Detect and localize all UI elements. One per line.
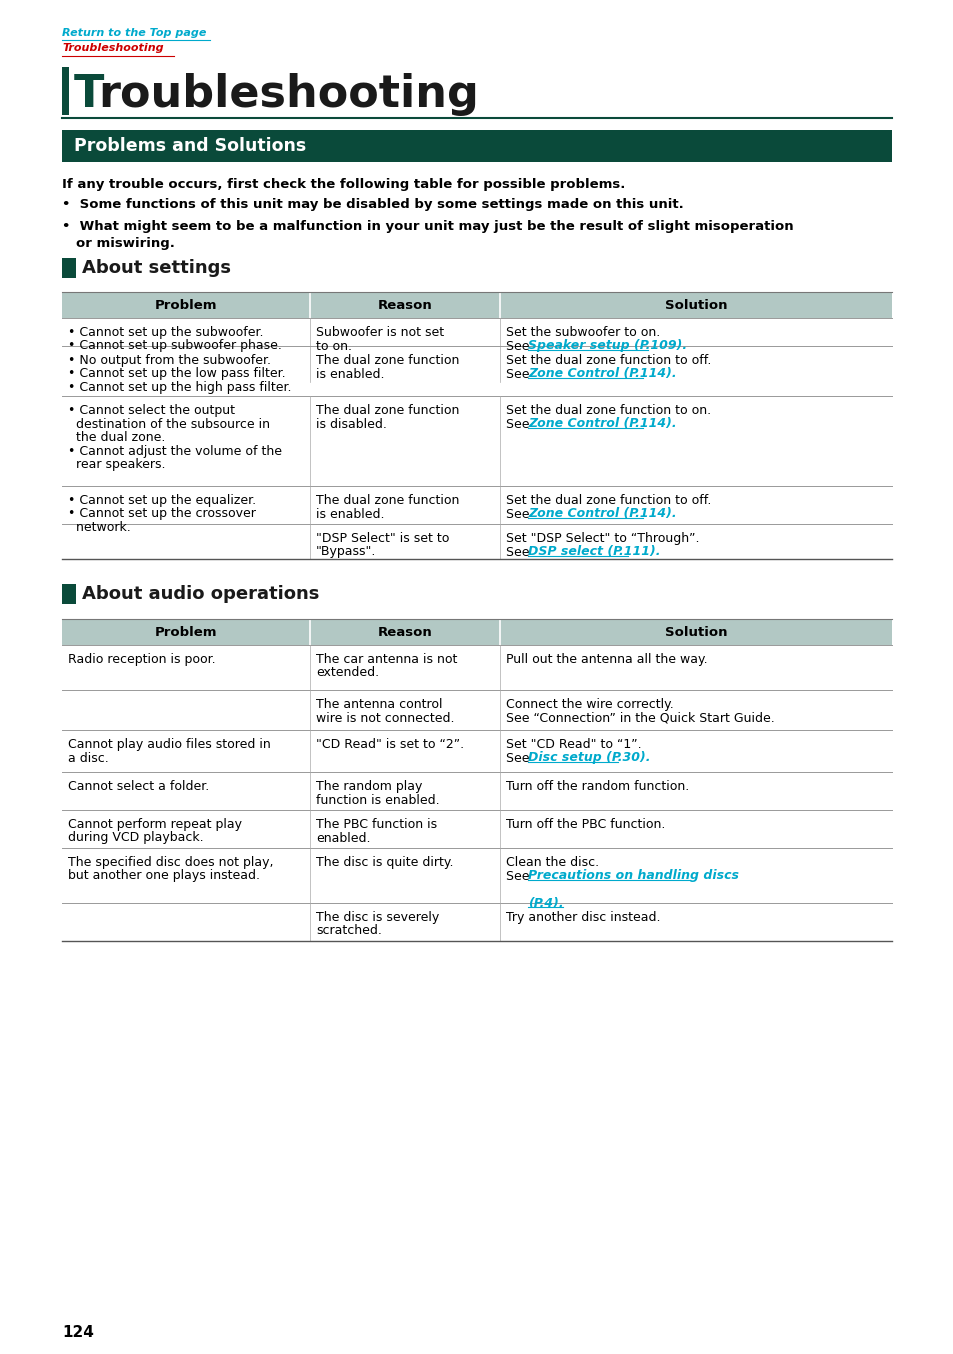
Text: Clean the disc.: Clean the disc. [505,856,598,869]
Text: enabled.: enabled. [315,831,370,845]
Text: is enabled.: is enabled. [315,367,384,380]
Text: Subwoofer is not set: Subwoofer is not set [315,326,444,338]
Text: (P.4).: (P.4). [527,896,563,910]
Text: Set the dual zone function to off.: Set the dual zone function to off. [505,353,711,367]
Text: The disc is severely: The disc is severely [315,911,438,923]
Text: See “Connection” in the Quick Start Guide.: See “Connection” in the Quick Start Guid… [505,711,774,724]
Text: • Cannot set up the high pass filter.: • Cannot set up the high pass filter. [68,380,292,394]
Text: "DSP Select" is set to: "DSP Select" is set to [315,532,449,546]
Text: •  Some functions of this unit may be disabled by some settings made on this uni: • Some functions of this unit may be dis… [62,198,683,211]
Text: The specified disc does not play,: The specified disc does not play, [68,856,274,869]
Text: The dual zone function: The dual zone function [315,494,459,506]
Text: Set the dual zone function to off.: Set the dual zone function to off. [505,494,711,506]
Text: Troubleshooting: Troubleshooting [62,43,164,53]
Text: See: See [505,367,533,380]
Text: Solution: Solution [664,299,726,311]
Text: "CD Read" is set to “2”.: "CD Read" is set to “2”. [315,738,464,751]
Text: Speaker setup (P.109).: Speaker setup (P.109). [527,340,686,352]
Text: Turn off the random function.: Turn off the random function. [505,780,688,793]
Text: rear speakers.: rear speakers. [68,458,165,471]
Text: If any trouble occurs, first check the following table for possible problems.: If any trouble occurs, first check the f… [62,177,625,191]
Text: The PBC function is: The PBC function is [315,818,436,831]
Text: a disc.: a disc. [68,751,109,765]
Text: See: See [505,869,533,883]
Text: • Cannot set up subwoofer phase.: • Cannot set up subwoofer phase. [68,340,281,352]
Text: Set "CD Read" to “1”.: Set "CD Read" to “1”. [505,738,641,751]
Text: The disc is quite dirty.: The disc is quite dirty. [315,856,453,869]
Text: roubleshooting: roubleshooting [98,73,478,116]
Text: See: See [505,751,533,765]
Text: The antenna control: The antenna control [315,699,442,711]
Text: T: T [74,73,104,116]
Text: The dual zone function: The dual zone function [315,353,459,367]
Text: Cannot play audio files stored in: Cannot play audio files stored in [68,738,271,751]
Bar [62,292,891,318]
Text: 124: 124 [62,1326,93,1340]
Text: the dual zone.: the dual zone. [68,431,165,444]
Text: Zone Control (P.114).: Zone Control (P.114). [527,417,676,431]
Text: during VCD playback.: during VCD playback. [68,831,203,845]
Text: • Cannot adjust the volume of the: • Cannot adjust the volume of the [68,444,282,458]
Text: DSP select (P.111).: DSP select (P.111). [527,546,659,558]
Text: "Bypass".: "Bypass". [315,546,376,558]
Text: Try another disc instead.: Try another disc instead. [505,911,659,923]
Text: About settings: About settings [82,259,231,278]
Text: network.: network. [68,521,131,533]
Text: destination of the subsource in: destination of the subsource in [68,417,270,431]
Text: Set the dual zone function to on.: Set the dual zone function to on. [505,403,710,417]
Text: Zone Control (P.114).: Zone Control (P.114). [527,508,676,520]
Text: Pull out the antenna all the way.: Pull out the antenna all the way. [505,653,707,666]
Text: function is enabled.: function is enabled. [315,793,439,807]
Text: Problem: Problem [154,299,217,311]
Text: Disc setup (P.30).: Disc setup (P.30). [527,751,650,765]
Text: is disabled.: is disabled. [315,417,387,431]
Text: See: See [505,340,533,352]
Text: extended.: extended. [315,666,378,680]
Text: • No output from the subwoofer.: • No output from the subwoofer. [68,353,271,367]
Text: Problem: Problem [154,626,217,639]
Text: Problems and Solutions: Problems and Solutions [74,137,306,154]
Text: scratched.: scratched. [315,925,381,937]
Bar [62,619,891,645]
Text: wire is not connected.: wire is not connected. [315,711,454,724]
Text: Precautions on handling discs: Precautions on handling discs [527,869,739,883]
Text: Reason: Reason [377,626,432,639]
Text: • Cannot select the output: • Cannot select the output [68,403,234,417]
Text: • Cannot set up the equalizer.: • Cannot set up the equalizer. [68,494,255,506]
Text: Cannot select a folder.: Cannot select a folder. [68,780,209,793]
Text: The dual zone function: The dual zone function [315,403,459,417]
Text: Set the subwoofer to on.: Set the subwoofer to on. [505,326,659,338]
Bar [62,66,69,115]
Text: Turn off the PBC function.: Turn off the PBC function. [505,818,664,831]
Text: See: See [505,417,533,431]
Text: See: See [505,508,533,520]
Text: Radio reception is poor.: Radio reception is poor. [68,653,215,666]
Text: Zone Control (P.114).: Zone Control (P.114). [527,367,676,380]
Text: See: See [505,546,533,558]
Text: Reason: Reason [377,299,432,311]
Text: Return to the Top page: Return to the Top page [62,28,206,38]
Text: Solution: Solution [664,626,726,639]
Text: Set "DSP Select" to “Through”.: Set "DSP Select" to “Through”. [505,532,699,546]
Text: or miswiring.: or miswiring. [76,237,174,250]
Bar [62,259,76,278]
Text: •  What might seem to be a malfunction in your unit may just be the result of sl: • What might seem to be a malfunction in… [62,219,793,233]
Text: Cannot perform repeat play: Cannot perform repeat play [68,818,242,831]
Text: The random play: The random play [315,780,422,793]
Text: The car antenna is not: The car antenna is not [315,653,456,666]
Text: is enabled.: is enabled. [315,508,384,520]
Text: to on.: to on. [315,340,352,352]
Bar [62,130,891,162]
Text: About audio operations: About audio operations [82,585,319,603]
Text: • Cannot set up the low pass filter.: • Cannot set up the low pass filter. [68,367,285,380]
Text: • Cannot set up the crossover: • Cannot set up the crossover [68,508,255,520]
Text: but another one plays instead.: but another one plays instead. [68,869,260,883]
Text: Connect the wire correctly.: Connect the wire correctly. [505,699,673,711]
Bar [62,584,76,604]
Text: • Cannot set up the subwoofer.: • Cannot set up the subwoofer. [68,326,263,338]
